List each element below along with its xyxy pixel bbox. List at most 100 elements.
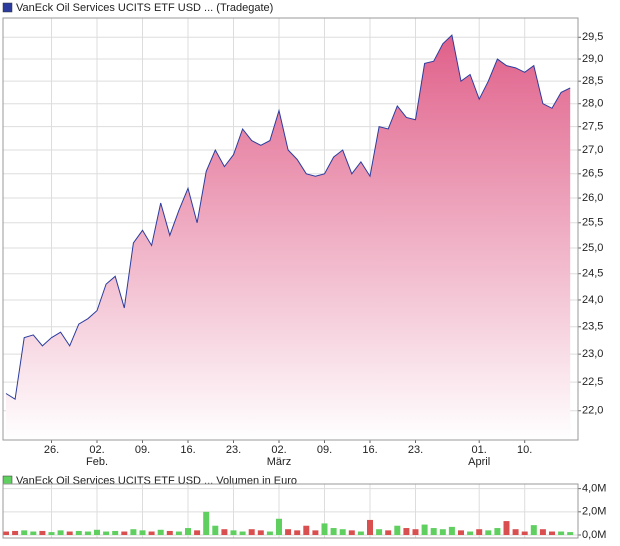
volume-bar bbox=[139, 530, 146, 535]
volume-bar bbox=[539, 529, 546, 535]
y-tick-label: 25,5 bbox=[582, 217, 603, 229]
y-tick-label: 23,0 bbox=[582, 348, 603, 360]
volume-bar bbox=[121, 531, 128, 535]
plot-frame bbox=[2, 483, 579, 539]
volume-bar bbox=[239, 531, 246, 535]
volume-bar bbox=[503, 521, 510, 535]
volume-bar bbox=[549, 531, 555, 535]
volume-bar bbox=[567, 532, 574, 535]
x-tick-label: 26. bbox=[43, 444, 60, 456]
volume-bar bbox=[148, 531, 155, 535]
volume-bar bbox=[3, 531, 9, 535]
volume-bar bbox=[84, 531, 91, 535]
x-tick-label: 02. Feb. bbox=[85, 444, 108, 468]
volume-bar bbox=[48, 532, 55, 535]
y-tick-label: 25,0 bbox=[582, 242, 603, 254]
x-tick-label: 16. bbox=[362, 444, 378, 456]
y-tick-label: 0,0M bbox=[582, 529, 606, 541]
volume-bar bbox=[412, 529, 419, 535]
x-tick-label: 01. April bbox=[468, 444, 491, 468]
volume-bar bbox=[367, 519, 373, 535]
volume-bar bbox=[39, 530, 46, 535]
volume-bar bbox=[185, 528, 191, 535]
y-tick-label: 26,5 bbox=[582, 168, 603, 180]
volume-bar bbox=[439, 529, 446, 535]
volume-bar bbox=[75, 530, 82, 535]
price-line bbox=[5, 34, 571, 401]
x-tick-label: 09. bbox=[316, 444, 333, 456]
plot-border bbox=[2, 483, 579, 539]
volume-bar bbox=[330, 528, 337, 535]
volume-bar bbox=[476, 529, 483, 535]
y-tick-label: 24,0 bbox=[582, 294, 603, 306]
volume-bar bbox=[230, 530, 237, 535]
volume-bar bbox=[285, 529, 292, 535]
volume-bar bbox=[94, 529, 100, 535]
volume-bar bbox=[112, 530, 119, 535]
y-tick-label: 28,0 bbox=[582, 98, 603, 110]
volume-bar bbox=[21, 530, 28, 535]
volume-bar bbox=[448, 526, 455, 535]
y-tick-label: 22,5 bbox=[582, 376, 603, 388]
y-tick-label: 22,0 bbox=[582, 405, 603, 417]
x-tick-label: 23. bbox=[407, 444, 424, 456]
volume-bar bbox=[12, 530, 19, 535]
volume-bar bbox=[530, 525, 537, 535]
y-tick-label: 23,5 bbox=[582, 321, 603, 333]
y-tick-label: 2,0M bbox=[582, 506, 606, 518]
x-tick-label: 10. bbox=[517, 444, 533, 456]
volume-bar bbox=[57, 530, 64, 535]
volume-bar bbox=[266, 531, 273, 535]
y-tick-label: 28,5 bbox=[582, 75, 603, 87]
volume-bar bbox=[312, 530, 319, 535]
volume-bar bbox=[321, 523, 328, 535]
volume-bar bbox=[339, 529, 346, 535]
price-area bbox=[6, 35, 571, 440]
chart-title: VanEck Oil Services UCITS ETF USD ... (T… bbox=[16, 2, 273, 14]
volume-bar bbox=[467, 531, 474, 535]
volume-bar bbox=[166, 530, 173, 535]
volume-bar bbox=[430, 528, 437, 535]
volume-bar bbox=[494, 528, 501, 535]
volume-bar bbox=[485, 530, 492, 535]
volume-bar bbox=[30, 531, 37, 535]
volume-bar bbox=[303, 525, 310, 535]
volume-bar bbox=[257, 530, 264, 535]
volume-bar bbox=[394, 525, 401, 535]
y-tick-label: 27,0 bbox=[582, 144, 603, 156]
volume-bar bbox=[212, 525, 219, 535]
y-tick-label: 27,5 bbox=[582, 121, 603, 133]
volume-bar bbox=[103, 531, 110, 535]
plot-border bbox=[2, 17, 579, 441]
volume-bar bbox=[175, 531, 182, 535]
y-tick-label: 29,5 bbox=[582, 31, 603, 43]
volume-bar bbox=[421, 524, 428, 535]
y-tick-label: 26,0 bbox=[582, 192, 603, 204]
volume-bar bbox=[194, 530, 201, 535]
legend-swatch bbox=[2, 2, 13, 13]
x-tick-label: 02. März bbox=[266, 444, 292, 468]
volume-bar bbox=[66, 531, 73, 535]
volume-bar bbox=[403, 528, 410, 535]
y-tick-label: 29,0 bbox=[582, 53, 603, 65]
volume-bar bbox=[276, 518, 282, 535]
volume-bar bbox=[357, 531, 364, 535]
volume-bar bbox=[294, 530, 301, 535]
x-tick-label: 09. bbox=[134, 444, 151, 456]
volume-bar bbox=[385, 530, 392, 535]
volume-bar bbox=[248, 529, 255, 535]
volume-bar bbox=[558, 531, 565, 535]
y-tick-label: 4,0M bbox=[582, 483, 606, 495]
volume-bar bbox=[130, 529, 137, 535]
volume-bar bbox=[512, 529, 519, 535]
x-tick-label: 23. bbox=[225, 444, 242, 456]
volume-bar bbox=[521, 531, 528, 535]
x-tick-label: 16. bbox=[180, 444, 196, 456]
volume-bar bbox=[458, 530, 464, 535]
volume-bar bbox=[203, 511, 210, 535]
y-tick-label: 24,5 bbox=[582, 268, 603, 280]
volume-bar bbox=[348, 530, 355, 535]
volume-bar bbox=[376, 529, 383, 535]
